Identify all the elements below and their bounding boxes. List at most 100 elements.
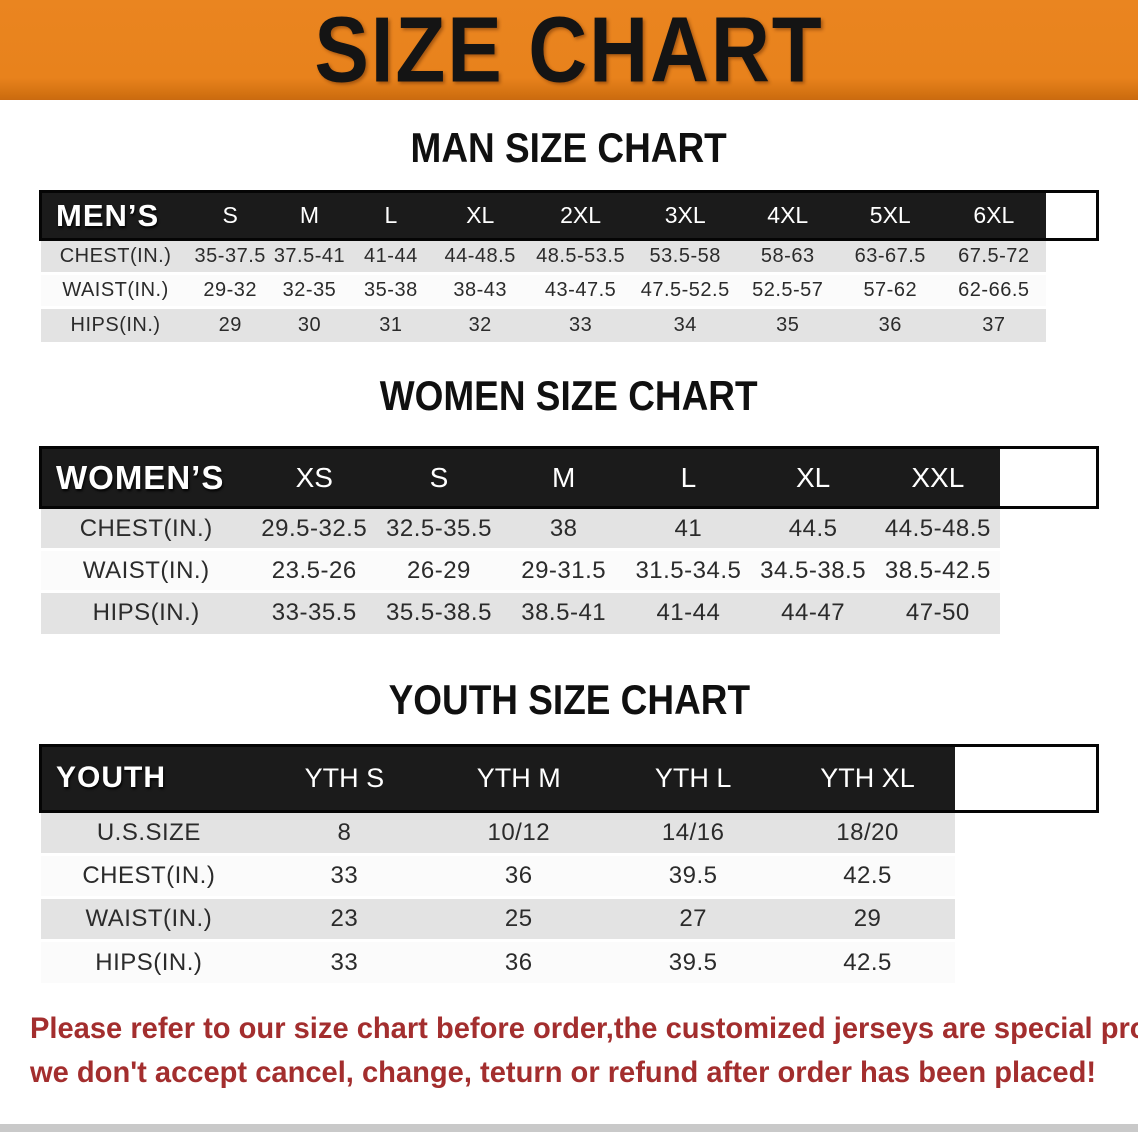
size-chart-banner: SIZE CHART [0, 0, 1138, 100]
measurement-label: WAIST(IN.) [82, 556, 210, 584]
size-value-cell: 36 [504, 861, 533, 889]
size-value-cell: 29 [218, 314, 242, 337]
size-value-cell: 35 [776, 314, 800, 337]
men-section-heading: MAN SIZE CHART [410, 124, 728, 171]
size-column-header: 6XL [973, 202, 1015, 229]
size-column-header: M [299, 202, 320, 229]
size-value-cell: 10/12 [487, 818, 551, 846]
size-column-header: YTH L [654, 762, 732, 793]
banner-title: SIZE CHART [314, 0, 824, 102]
size-value-cell: 33-35.5 [271, 599, 357, 627]
size-value-cell: 44-48.5 [444, 245, 516, 268]
youth-group-label: YOUTH [56, 761, 166, 795]
notice-line-2: we don't accept cancel, change, teturn o… [30, 1056, 1097, 1090]
size-value-cell: 53.5-58 [649, 245, 721, 268]
size-column-header: XS [295, 461, 333, 493]
bottom-divider-bar [0, 1124, 1138, 1132]
size-value-cell: 30 [297, 314, 322, 337]
size-value-cell: 67.5-72 [958, 245, 1030, 268]
size-column-header: XXL [911, 461, 965, 493]
notice-line-1: Please refer to our size chart before or… [30, 1012, 1138, 1046]
youth-ussize-row: U.S.SIZE 8 10/12 14/16 18/20 [40, 811, 1098, 855]
size-value-cell: 41 [674, 514, 703, 542]
measurement-label: CHEST(IN.) [79, 514, 213, 542]
size-value-cell: 38 [549, 514, 578, 542]
size-value-cell: 38.5-41 [521, 599, 607, 627]
size-value-cell: 36 [504, 948, 533, 976]
women-header-row: WOMEN’S XS S M L XL XXL [40, 447, 1098, 508]
measurement-label: U.S.SIZE [96, 818, 201, 846]
size-value-cell: 27 [679, 904, 708, 932]
size-value-cell: 43-47.5 [544, 279, 617, 302]
size-column-header: YTH XL [820, 762, 915, 793]
measurement-label: HIPS(IN.) [95, 948, 203, 976]
men-group-label: MEN’S [56, 197, 160, 233]
size-value-cell: 38-43 [453, 279, 508, 302]
size-value-cell: 58-63 [760, 245, 815, 268]
size-value-cell: 8 [337, 818, 352, 846]
women-hips-row: HIPS(IN.) 33-35.5 35.5-38.5 38.5-41 41-4… [40, 591, 1098, 634]
youth-section-heading: YOUTH SIZE CHART [388, 675, 750, 723]
men-waist-row: WAIST(IN.) 29-32 32-35 35-38 38-43 43-47… [40, 273, 1098, 308]
size-value-cell: 62-66.5 [958, 279, 1030, 302]
size-value-cell: 29-31.5 [521, 556, 607, 584]
size-value-cell: 41-44 [656, 599, 721, 627]
size-value-cell: 37.5-41 [273, 245, 346, 268]
size-value-cell: 33 [568, 314, 593, 337]
size-value-cell: 34 [673, 314, 697, 337]
size-value-cell: 47.5-52.5 [640, 279, 730, 302]
size-value-cell: 31 [379, 314, 403, 337]
size-column-header: XL [796, 461, 831, 493]
women-size-table: WOMEN’S XS S M L XL XXL CHEST(IN.) 29.5-… [39, 446, 1099, 634]
men-header-row: MEN’S S M L XL 2XL 3XL 4XL 5XL 6XL [40, 191, 1098, 240]
size-value-cell: 35-38 [364, 279, 418, 302]
size-column-header: 2XL [560, 202, 602, 229]
size-column-header: M [552, 461, 576, 493]
size-column-header: YTH M [476, 762, 561, 793]
size-value-cell: 25 [504, 904, 533, 932]
size-value-cell: 29 [853, 904, 882, 932]
youth-waist-row: WAIST(IN.) 23 25 27 29 [40, 897, 1098, 941]
order-policy-notice: Please refer to our size chart before or… [30, 1007, 1138, 1095]
size-column-header: L [384, 202, 398, 229]
size-value-cell: 57-62 [863, 279, 918, 302]
size-value-cell: 42.5 [843, 948, 892, 976]
size-value-cell: 23.5-26 [271, 556, 357, 584]
measurement-label: WAIST(IN.) [62, 279, 169, 302]
size-value-cell: 32-35 [282, 279, 337, 302]
size-value-cell: 32 [468, 314, 492, 337]
size-value-cell: 38.5-42.5 [884, 556, 991, 584]
women-chest-row: CHEST(IN.) 29.5-32.5 32.5-35.5 38 41 44.… [40, 507, 1098, 550]
size-value-cell: 29-32 [203, 279, 258, 302]
size-value-cell: 32.5-35.5 [386, 514, 492, 542]
women-group-label: WOMEN’S [56, 458, 225, 496]
size-column-header: L [680, 461, 697, 493]
size-value-cell: 31.5-34.5 [635, 556, 742, 584]
men-hips-row: HIPS(IN.) 29 30 31 32 33 34 35 36 37 [40, 307, 1098, 342]
size-column-header: S [222, 202, 238, 229]
size-value-cell: 29.5-32.5 [261, 514, 368, 542]
size-value-cell: 47-50 [905, 599, 970, 627]
size-value-cell: 44-47 [781, 599, 846, 627]
measurement-label: WAIST(IN.) [85, 904, 213, 932]
size-value-cell: 36 [878, 314, 902, 337]
size-value-cell: 41-44 [364, 245, 418, 268]
size-value-cell: 35.5-38.5 [386, 599, 492, 627]
women-waist-row: WAIST(IN.) 23.5-26 26-29 29-31.5 31.5-34… [40, 549, 1098, 592]
size-value-cell: 48.5-53.5 [536, 245, 626, 268]
size-value-cell: 18/20 [836, 818, 899, 846]
measurement-label: CHEST(IN.) [82, 861, 216, 889]
size-value-cell: 63-67.5 [854, 245, 926, 268]
size-value-cell: 26-29 [407, 556, 471, 584]
size-value-cell: 39.5 [668, 861, 718, 889]
size-column-header: XL [466, 202, 495, 229]
men-chest-row: CHEST(IN.) 35-37.5 37.5-41 41-44 44-48.5… [40, 239, 1098, 274]
size-column-header: 4XL [767, 202, 809, 229]
size-value-cell: 44.5-48.5 [884, 514, 991, 542]
measurement-label: HIPS(IN.) [92, 599, 200, 627]
size-value-cell: 42.5 [843, 861, 892, 889]
size-column-header: S [429, 461, 449, 493]
youth-header-row: YOUTH YTH S YTH M YTH L YTH XL [40, 745, 1098, 812]
size-value-cell: 33 [330, 948, 359, 976]
size-value-cell: 34.5-38.5 [760, 556, 867, 584]
